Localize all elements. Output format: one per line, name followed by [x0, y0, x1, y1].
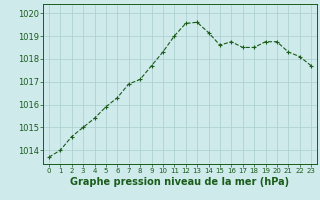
X-axis label: Graphe pression niveau de la mer (hPa): Graphe pression niveau de la mer (hPa)	[70, 177, 290, 187]
